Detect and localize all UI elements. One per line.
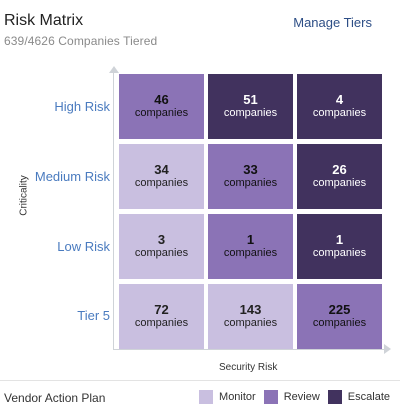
matrix-cell[interactable]: 26 companies bbox=[297, 144, 382, 209]
cell-count: 34 bbox=[154, 162, 169, 177]
cell-unit: companies bbox=[223, 177, 278, 189]
cell-count: 225 bbox=[328, 302, 351, 317]
cell-count: 1 bbox=[246, 232, 255, 247]
companies-tiered-count: 639/4626 Companies Tiered bbox=[4, 34, 158, 48]
row-label-medium-risk: Medium Risk bbox=[34, 169, 110, 184]
risk-matrix-grid: 46 companies 51 companies 4 companies 34… bbox=[119, 74, 382, 349]
cell-count: 72 bbox=[154, 302, 169, 317]
legend-item-review: Review bbox=[263, 390, 320, 404]
manage-tiers-link[interactable]: Manage Tiers bbox=[293, 15, 372, 30]
legend: Monitor Review Escalate bbox=[199, 390, 390, 404]
matrix-cell[interactable]: 34 companies bbox=[119, 144, 204, 209]
matrix-cell[interactable]: 72 companies bbox=[119, 284, 204, 349]
legend-item-escalate: Escalate bbox=[327, 390, 390, 404]
cell-count: 1 bbox=[335, 232, 344, 247]
legend-swatch-escalate bbox=[327, 390, 342, 404]
matrix-cell[interactable]: 4 companies bbox=[297, 74, 382, 139]
cell-count: 3 bbox=[157, 232, 166, 247]
cell-unit: companies bbox=[134, 107, 189, 119]
cell-unit: companies bbox=[223, 317, 278, 329]
cell-unit: companies bbox=[134, 317, 189, 329]
cell-unit: companies bbox=[312, 247, 367, 259]
x-axis-arrow-icon bbox=[384, 344, 391, 354]
cell-unit: companies bbox=[223, 247, 278, 259]
legend-swatch-monitor bbox=[199, 390, 214, 404]
cell-count: 46 bbox=[154, 92, 169, 107]
footer-divider bbox=[0, 380, 400, 381]
cell-unit: companies bbox=[312, 107, 367, 119]
legend-label-review: Review bbox=[283, 391, 320, 403]
page-title: Risk Matrix bbox=[4, 12, 84, 29]
y-axis-arrow-icon bbox=[109, 66, 119, 73]
security-risk-axis-label: Security Risk bbox=[219, 362, 278, 373]
cell-unit: companies bbox=[223, 107, 278, 119]
matrix-cell[interactable]: 143 companies bbox=[208, 284, 293, 349]
cell-count: 26 bbox=[332, 162, 347, 177]
cell-unit: companies bbox=[134, 177, 189, 189]
matrix-cell[interactable]: 33 companies bbox=[208, 144, 293, 209]
matrix-cell[interactable]: 1 companies bbox=[208, 214, 293, 279]
matrix-cell[interactable]: 1 companies bbox=[297, 214, 382, 279]
row-label-high-risk: High Risk bbox=[54, 99, 110, 114]
row-label-tier-5: Tier 5 bbox=[77, 308, 110, 323]
matrix-cell[interactable]: 3 companies bbox=[119, 214, 204, 279]
cell-unit: companies bbox=[134, 247, 189, 259]
cell-unit: companies bbox=[312, 177, 367, 189]
cell-count: 33 bbox=[243, 162, 258, 177]
y-axis-line bbox=[113, 72, 114, 350]
matrix-cell[interactable]: 51 companies bbox=[208, 74, 293, 139]
legend-label-escalate: Escalate bbox=[347, 391, 390, 403]
vendor-action-plan-title: Vendor Action Plan bbox=[4, 391, 106, 405]
row-label-low-risk: Low Risk bbox=[57, 239, 110, 254]
legend-swatch-review bbox=[263, 390, 278, 404]
cell-count: 51 bbox=[243, 92, 258, 107]
legend-label-monitor: Monitor bbox=[219, 391, 256, 403]
matrix-cell[interactable]: 225 companies bbox=[297, 284, 382, 349]
cell-unit: companies bbox=[312, 317, 367, 329]
cell-count: 143 bbox=[239, 302, 262, 317]
x-axis-line bbox=[113, 349, 385, 350]
cell-count: 4 bbox=[335, 92, 344, 107]
legend-item-monitor: Monitor bbox=[199, 390, 256, 404]
matrix-cell[interactable]: 46 companies bbox=[119, 74, 204, 139]
